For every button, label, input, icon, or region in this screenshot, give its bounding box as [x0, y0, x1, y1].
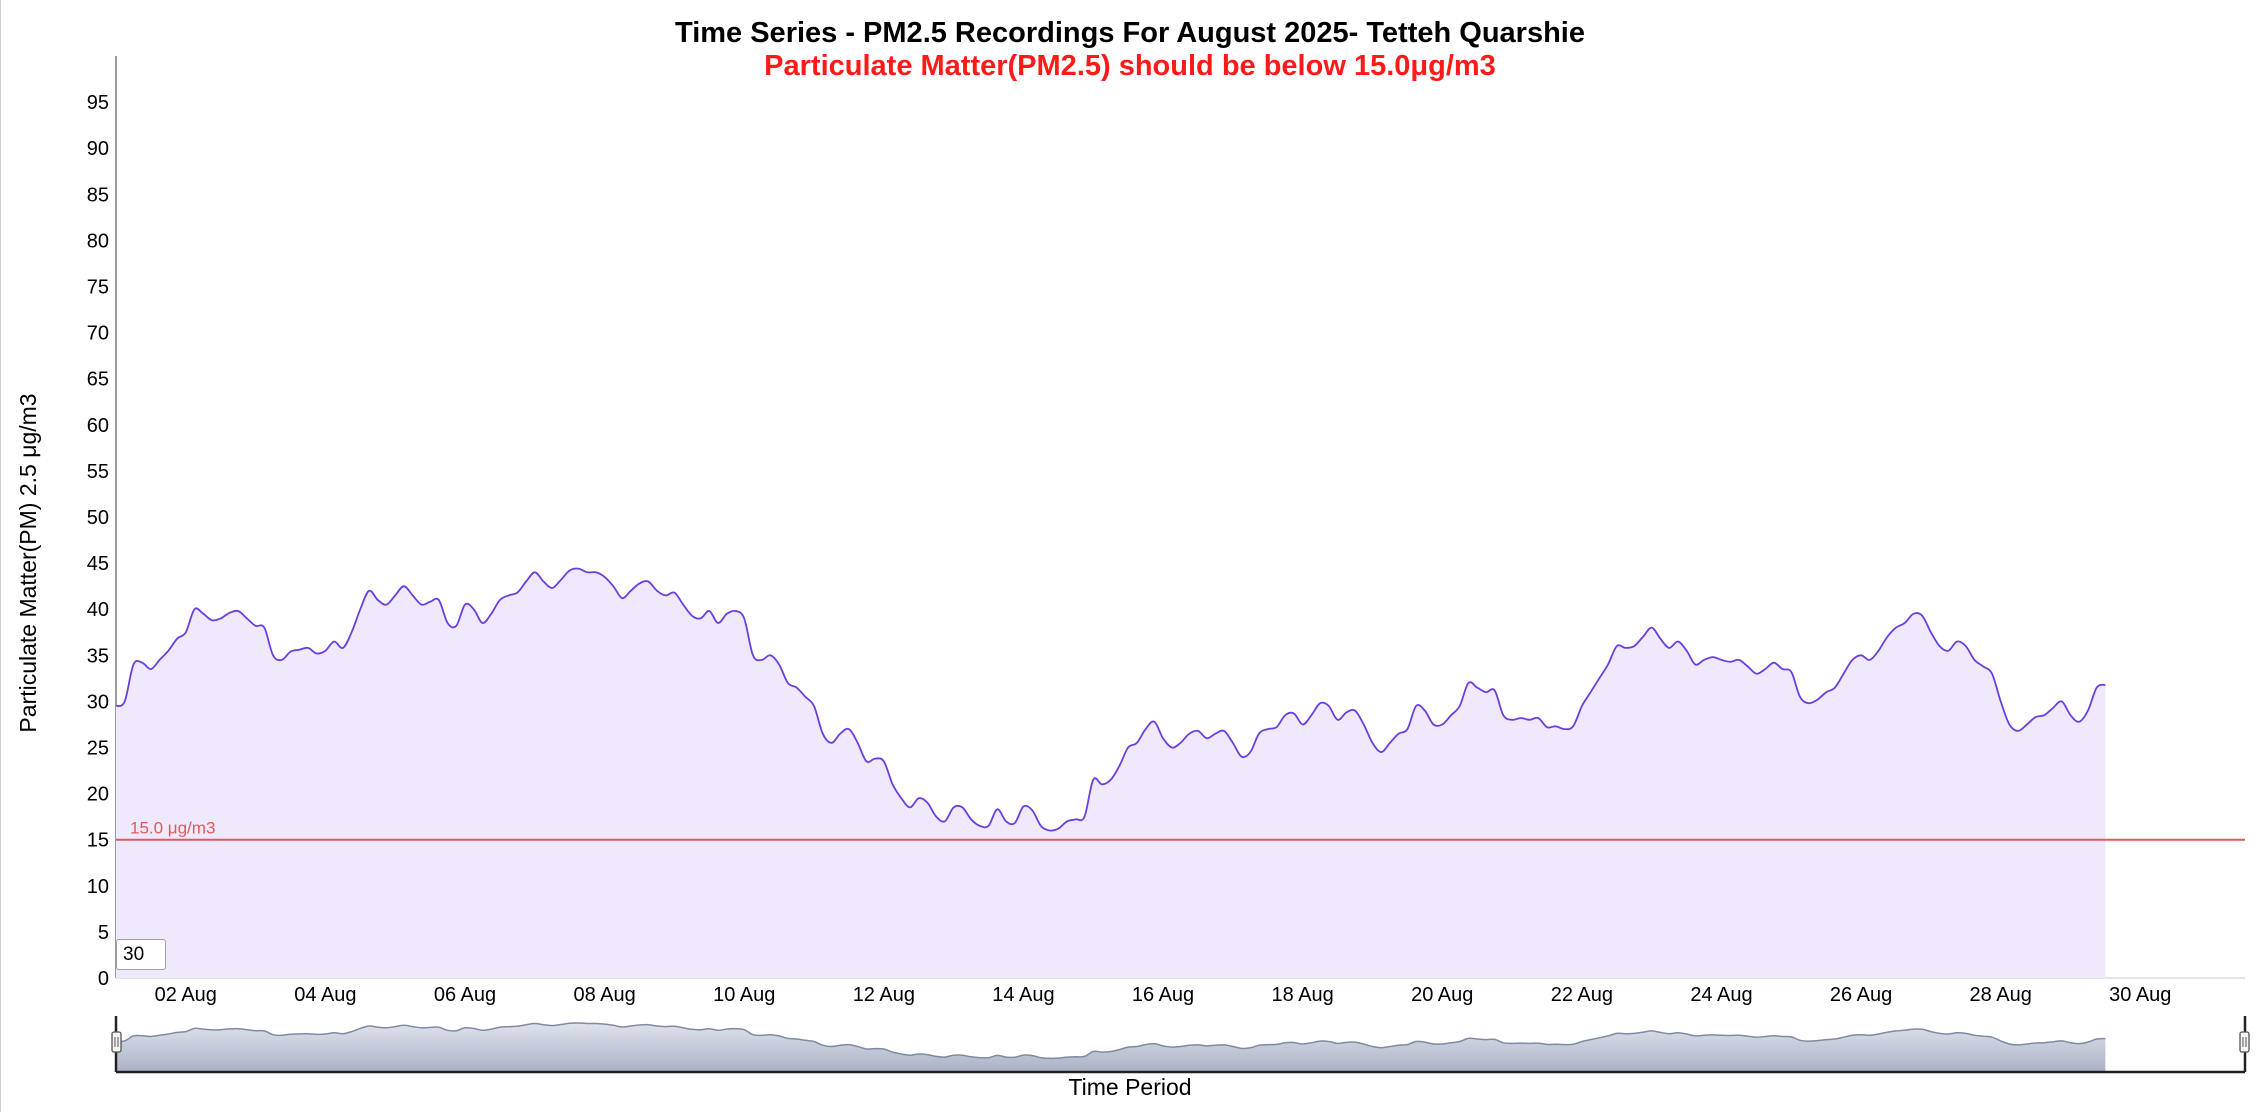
y-axis-ticks: 0 5 10 15 20 25 30 35 40 45 50 55 60 65 70 75 80 85 90 95	[87, 92, 109, 990]
threshold-label: 15.0 μg/m3	[130, 819, 215, 838]
y-axis-title: Particulate Matter(PM) 2.5 μg/m3	[15, 393, 41, 732]
x-tick-label: 20 Aug	[1411, 984, 1473, 1006]
x-tick-label: 02 Aug	[155, 984, 217, 1006]
x-tick-label: 10 Aug	[713, 984, 775, 1006]
y-tick-label: 70	[87, 323, 109, 345]
page-left-border	[0, 0, 1, 1112]
series-line	[115, 567, 2106, 832]
x-tick-label: 16 Aug	[1132, 984, 1194, 1006]
x-tick-label: 24 Aug	[1690, 984, 1752, 1006]
x-tick-label: 30 Aug	[2109, 984, 2171, 1006]
chart-title: Time Series - PM2.5 Recordings For Augus…	[675, 17, 1585, 49]
x-tick-label: 12 Aug	[853, 984, 915, 1006]
y-tick-label: 5	[98, 922, 109, 944]
series-area	[116, 568, 2106, 978]
x-tick-label: 28 Aug	[1970, 984, 2032, 1006]
x-tick-label: 18 Aug	[1272, 984, 1334, 1006]
y-tick-label: 85	[87, 184, 109, 206]
y-tick-label: 75	[87, 277, 109, 299]
navigator-area	[116, 1022, 2106, 1072]
y-tick-label: 40	[87, 599, 109, 621]
y-tick-label: 15	[87, 830, 109, 852]
range-navigator[interactable]	[111, 1016, 2250, 1074]
y-tick-label: 20	[87, 784, 109, 806]
x-axis-ticks: 02 Aug 04 Aug 06 Aug 08 Aug 10 Aug 12 Aug 14 A…	[155, 984, 2172, 1006]
y-tick-label: 45	[87, 553, 109, 575]
y-tick-label: 60	[87, 415, 109, 437]
y-tick-label: 0	[98, 968, 109, 990]
y-tick-label: 65	[87, 369, 109, 391]
x-tick-label: 08 Aug	[573, 984, 635, 1006]
y-tick-label: 90	[87, 138, 109, 160]
navigator-right-handle[interactable]	[2239, 1016, 2250, 1072]
x-tick-label: 14 Aug	[992, 984, 1054, 1006]
x-tick-label: 06 Aug	[434, 984, 496, 1006]
y-tick-label: 95	[87, 92, 109, 114]
navigator-left-handle[interactable]	[111, 1016, 122, 1072]
y-tick-label: 80	[87, 230, 109, 252]
x-axis-title: Time Period	[1068, 1074, 1191, 1100]
smoothing-period-input[interactable]	[116, 939, 166, 970]
navigator-line	[115, 1022, 2106, 1060]
x-tick-label: 22 Aug	[1551, 984, 1613, 1006]
chart-subtitle: Particulate Matter(PM2.5) should be belo…	[764, 50, 1496, 82]
y-tick-label: 10	[87, 876, 109, 898]
y-tick-label: 25	[87, 738, 109, 760]
y-tick-label: 55	[87, 461, 109, 483]
x-tick-label: 26 Aug	[1830, 984, 1892, 1006]
y-tick-label: 35	[87, 645, 109, 667]
y-tick-label: 30	[87, 691, 109, 713]
y-tick-label: 50	[87, 507, 109, 529]
x-tick-label: 04 Aug	[294, 984, 356, 1006]
